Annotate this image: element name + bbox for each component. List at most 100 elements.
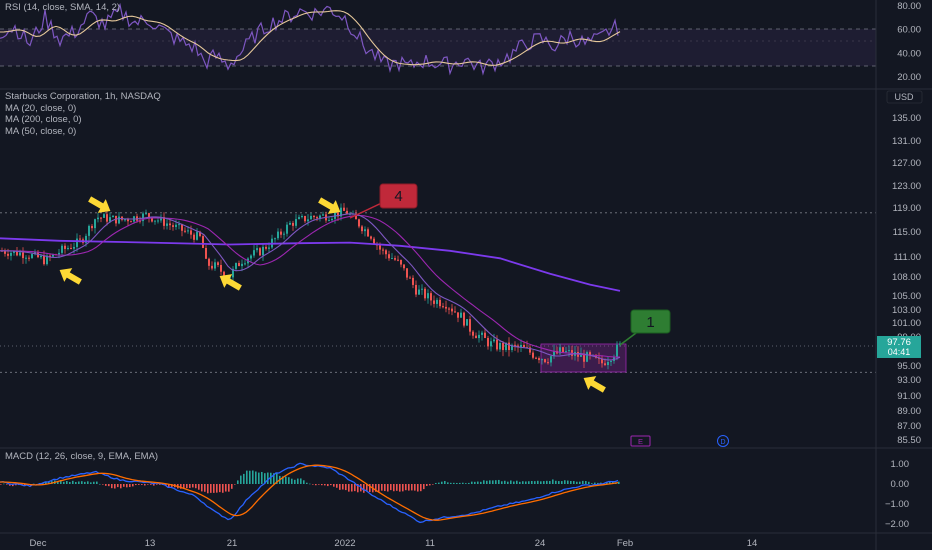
- candle-body: [397, 259, 399, 261]
- ma-50-legend[interactable]: MA (50, close, 0): [5, 125, 77, 137]
- candle-body: [481, 332, 483, 335]
- candle-body: [253, 250, 255, 256]
- candle-body: [292, 222, 294, 226]
- candle-body: [280, 231, 282, 235]
- candle-body: [115, 215, 117, 224]
- rsi-tick-label: 80.00: [897, 1, 921, 12]
- macd-histogram-bar: [495, 480, 497, 484]
- macd-histogram-bar: [285, 476, 287, 484]
- macd-histogram-bar: [441, 481, 443, 484]
- price-tick-label: 103.00: [892, 305, 921, 316]
- candle-body: [157, 220, 159, 222]
- candle-body: [460, 312, 462, 318]
- candle-body: [43, 255, 45, 265]
- candle-body: [508, 342, 510, 351]
- candle-body: [400, 260, 402, 265]
- macd-histogram-bar: [510, 480, 512, 484]
- candle-body: [466, 319, 468, 326]
- macd-histogram-bar: [264, 473, 266, 484]
- price-tick-label: 115.00: [893, 227, 921, 238]
- candle-body: [478, 334, 480, 339]
- macd-histogram-bar: [78, 481, 80, 484]
- macd-histogram-bar: [75, 482, 77, 484]
- candle-body: [10, 252, 12, 256]
- price-title[interactable]: Starbucks Corporation, 1h, NASDAQ: [5, 91, 161, 102]
- macd-histogram-bar: [306, 482, 308, 484]
- candle-body: [580, 353, 582, 357]
- macd-histogram-bar: [9, 484, 11, 486]
- candle-body: [166, 223, 168, 226]
- candle-body: [304, 215, 306, 222]
- rsi-tick-label: 20.00: [897, 72, 921, 83]
- macd-histogram-bar: [507, 481, 509, 484]
- macd-histogram-bar: [588, 481, 590, 484]
- candle-body: [445, 306, 447, 309]
- macd-histogram-bar: [228, 484, 230, 492]
- macd-histogram-bar: [276, 473, 278, 484]
- candle-body: [442, 306, 444, 308]
- candle-body: [190, 230, 192, 235]
- candle-body: [307, 219, 309, 222]
- candle-body: [244, 263, 246, 265]
- candle-body: [565, 351, 567, 353]
- candle-body: [175, 224, 177, 227]
- macd-histogram-bar: [438, 482, 440, 484]
- candle-body: [424, 288, 426, 299]
- candle-body: [430, 293, 432, 301]
- candle-body: [64, 245, 66, 249]
- ma-20-legend[interactable]: MA (20, close, 0): [5, 102, 77, 114]
- candle-body: [286, 224, 288, 234]
- candle-body: [340, 207, 342, 217]
- rsi-legend[interactable]: RSI (14, close, SMA, 14, 2): [5, 2, 121, 13]
- candle-body: [94, 219, 96, 229]
- candle-body: [202, 236, 204, 248]
- macd-histogram-bar: [240, 475, 242, 484]
- candle-body: [58, 252, 60, 255]
- macd-histogram-bar: [168, 484, 170, 488]
- price-tick-label: 87.00: [897, 421, 921, 432]
- candle-body: [220, 265, 222, 272]
- candle-body: [142, 213, 144, 222]
- macd-histogram-bar: [468, 482, 470, 484]
- candle-body: [268, 247, 270, 249]
- candle-body: [4, 250, 6, 254]
- macd-histogram-bar: [243, 473, 245, 484]
- price-tick-label: 89.00: [897, 406, 921, 417]
- macd-histogram-bar: [513, 481, 515, 484]
- macd-histogram-bar: [573, 481, 575, 484]
- macd-legend[interactable]: MACD (12, 26, close, 9, EMA, EMA): [5, 451, 159, 462]
- macd-histogram-bar: [489, 480, 491, 484]
- ma-200-legend[interactable]: MA (200, close, 0): [5, 114, 82, 125]
- candle-body: [484, 332, 486, 338]
- macd-histogram-bar: [474, 481, 476, 484]
- macd-histogram-bar: [426, 484, 428, 486]
- candle-body: [427, 293, 429, 299]
- macd-histogram-bar: [84, 481, 86, 484]
- macd-histogram-bar: [225, 484, 227, 492]
- rsi-band: [0, 29, 876, 66]
- candle-body: [358, 219, 360, 227]
- macd-histogram-bar: [219, 484, 221, 493]
- candle-body: [298, 217, 300, 220]
- earnings-marker[interactable]: E: [630, 435, 651, 447]
- macd-histogram-bar: [324, 484, 326, 486]
- candle-body: [16, 250, 18, 256]
- macd-histogram-bar: [462, 482, 464, 484]
- macd-histogram-bar: [147, 484, 149, 485]
- candle-body: [34, 251, 36, 255]
- dividend-marker[interactable]: D: [717, 435, 729, 447]
- candle-body: [169, 223, 171, 226]
- macd-histogram-bar: [570, 480, 572, 484]
- macd-histogram-bar: [582, 480, 584, 484]
- macd-histogram-bar: [237, 480, 239, 484]
- candlesticks: [1, 203, 621, 370]
- annotation-callout-1: 1: [619, 309, 671, 346]
- currency-label[interactable]: USD: [886, 90, 923, 104]
- macd-histogram-bar: [549, 480, 551, 484]
- macd-histogram-bar: [342, 484, 344, 490]
- annotation-label: 4: [394, 188, 402, 205]
- candle-body: [601, 358, 603, 364]
- macd-histogram-bar: [402, 484, 404, 492]
- time-axis: Dec 13 21 2022 11 24 Feb 14: [30, 538, 758, 549]
- macd-histogram-bar: [345, 484, 347, 491]
